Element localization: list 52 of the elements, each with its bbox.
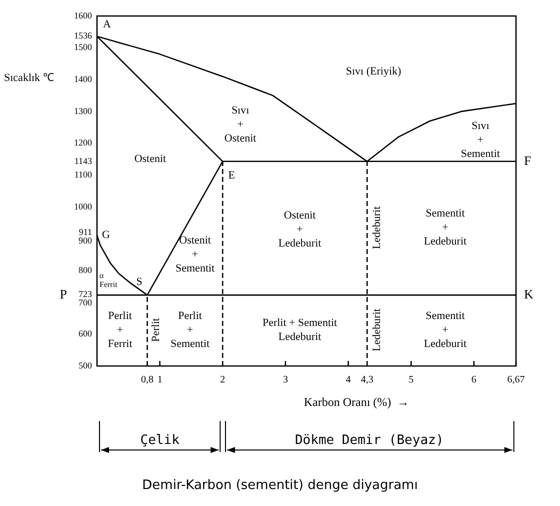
x-tick-label: 0,8 xyxy=(141,374,154,386)
annotation: S xyxy=(136,276,142,288)
annotation: Ostenit xyxy=(134,153,166,166)
annotation: Perlit xyxy=(150,318,162,342)
y-tick-label: 700 xyxy=(78,297,92,308)
annotation: K xyxy=(524,286,534,302)
annotation: Perlit + Ferrit xyxy=(108,310,132,350)
annotation: E xyxy=(228,169,236,182)
annotation: Perlit + Sementit xyxy=(170,310,210,350)
y-tick-label: 911 xyxy=(78,227,92,238)
x-tick-label: 2 xyxy=(220,374,226,386)
x-tick-label: 1 xyxy=(157,374,162,386)
annotation: Ostenit + Ledeburit xyxy=(278,210,322,250)
x-axis-title: Karbon Oranı (%) → xyxy=(304,395,410,410)
x-tick-label: 3 xyxy=(282,374,288,386)
y-tick-label: 1600 xyxy=(74,10,92,20)
annotation: Perlit + Sementit Ledeburit xyxy=(262,316,338,343)
text: Dökme Demir (Beyaz) xyxy=(294,432,444,448)
y-tick-label: 1400 xyxy=(74,74,92,84)
annotation: Sementit + Ledeburit xyxy=(424,310,467,350)
annotation: Sementit + Ledeburit xyxy=(424,208,467,248)
text: Demir-Karbon (sementit) denge diyagramı xyxy=(141,478,419,493)
annotation: Sıvı (Eriyik) xyxy=(346,66,402,78)
y-tick-label: 723 xyxy=(78,288,92,299)
annotation: Ostenit + Sementit xyxy=(175,234,215,275)
y-tick-label: 1143 xyxy=(74,156,92,166)
x-tick-label: 5 xyxy=(408,374,414,386)
annotation: Sıvı + Ostenit xyxy=(224,104,256,145)
y-tick-label: 1536 xyxy=(74,30,92,41)
y-tick-label: 1300 xyxy=(74,106,92,116)
y-tick-label: 500 xyxy=(78,360,92,370)
y-axis-title: Sıcaklık ℃ xyxy=(4,72,54,84)
y-tick-label: 900 xyxy=(78,236,92,246)
text: Çelik xyxy=(140,432,180,448)
x-tick-label: 4 xyxy=(346,374,351,386)
y-tick-label: 1500 xyxy=(74,42,92,52)
x-tick-label: 6 xyxy=(471,374,476,386)
y-tick-label: 1200 xyxy=(74,138,92,148)
annotation: Ledeburit xyxy=(371,308,384,352)
annotation: Sıvı + Sementit xyxy=(460,120,500,160)
annotation: F xyxy=(524,152,532,168)
annotation: G xyxy=(102,229,110,242)
y-tick-label: 800 xyxy=(78,264,92,275)
y-tick-label: 1000 xyxy=(74,201,92,212)
annotation: α Ferrit xyxy=(100,270,118,289)
x-tick-label: 6,67 xyxy=(507,374,525,386)
annotation: P xyxy=(60,286,67,302)
y-tick-label: 600 xyxy=(78,328,92,339)
annotation: Ledeburit xyxy=(371,206,384,250)
x-tick-label: 4,3 xyxy=(360,374,374,386)
y-tick-label: 1100 xyxy=(74,169,92,180)
annotation: A xyxy=(103,18,112,30)
